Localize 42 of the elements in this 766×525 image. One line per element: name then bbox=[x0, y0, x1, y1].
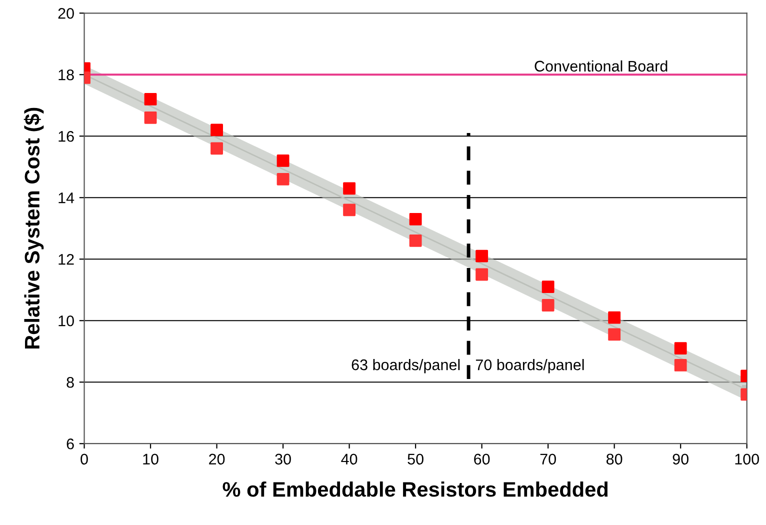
x-tick-label: 80 bbox=[606, 454, 622, 465]
point bbox=[409, 234, 422, 247]
x-tick-label: 50 bbox=[408, 454, 424, 465]
point bbox=[409, 212, 422, 226]
y-tick-label: 12 bbox=[58, 254, 74, 265]
point bbox=[276, 154, 290, 167]
x-tick-label: 100 bbox=[735, 454, 759, 465]
point bbox=[608, 311, 621, 324]
x-tick-label: 20 bbox=[209, 454, 225, 465]
annotation: 70 boards/panel bbox=[476, 359, 584, 374]
point bbox=[343, 204, 356, 216]
point bbox=[144, 93, 157, 106]
x-tick-label: 60 bbox=[474, 454, 490, 465]
point bbox=[276, 172, 290, 186]
y-tick-label: 6 bbox=[66, 438, 74, 450]
x-tick-label: 70 bbox=[540, 454, 556, 465]
y-axis-title: Relative System Cost ($) bbox=[24, 108, 44, 349]
x-axis-title: % of Embeddable Resistors Embedded bbox=[222, 481, 608, 497]
ref-line-label: Conventional Board bbox=[534, 60, 668, 72]
x-tick-label: 30 bbox=[275, 454, 291, 465]
x-tick-label: 90 bbox=[672, 454, 688, 465]
x-tick-label: 10 bbox=[143, 454, 158, 465]
y-tick-label: 14 bbox=[58, 192, 74, 204]
point bbox=[476, 250, 488, 262]
y-tick-label: 10 bbox=[58, 315, 74, 326]
point bbox=[674, 359, 687, 372]
point bbox=[144, 111, 157, 124]
point bbox=[343, 182, 356, 195]
point bbox=[210, 142, 223, 155]
annotation: 63 boards/panel bbox=[352, 359, 460, 374]
y-tick-label: 16 bbox=[58, 130, 74, 142]
y-tick-label: 8 bbox=[66, 376, 74, 388]
point bbox=[476, 268, 488, 281]
point bbox=[210, 124, 223, 136]
x-tick-label: 40 bbox=[341, 454, 358, 465]
y-tick-label: 18 bbox=[58, 69, 74, 80]
point bbox=[542, 299, 554, 312]
point bbox=[674, 342, 687, 355]
point bbox=[542, 280, 554, 294]
point bbox=[608, 328, 621, 341]
y-tick-label: 20 bbox=[58, 8, 74, 19]
x-tick-label: 0 bbox=[80, 454, 88, 465]
